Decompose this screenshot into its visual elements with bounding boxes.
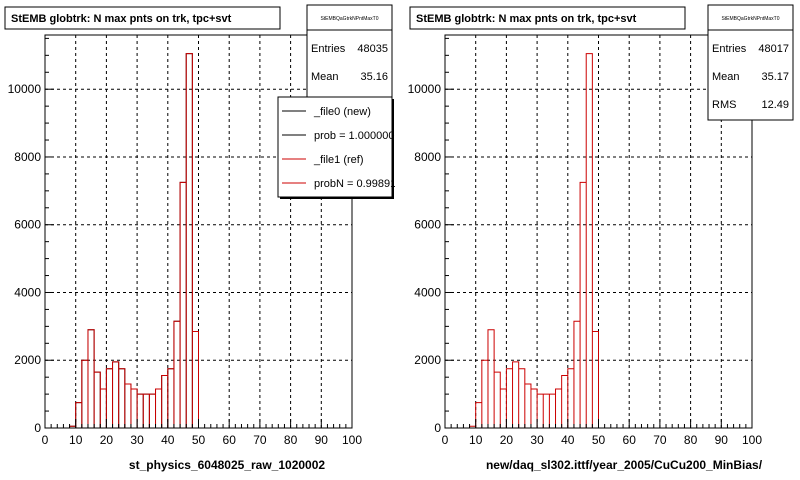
legend-label: prob = 1.000000 (314, 130, 394, 142)
stats-label: RMS (712, 99, 736, 111)
x-tick-label: 80 (284, 433, 298, 447)
stats-value: 48017 (758, 43, 789, 55)
x-tick-label: 10 (469, 433, 483, 447)
y-tick-label: 0 (434, 421, 441, 435)
y-tick-label: 4000 (14, 285, 41, 299)
stats-label: Mean (311, 71, 339, 83)
y-tick-label: 8000 (414, 150, 441, 164)
y-tick-label: 8000 (14, 150, 41, 164)
legend-label: _file0 (new) (313, 106, 371, 118)
x-tick-label: 50 (592, 433, 606, 447)
x-tick-label: 90 (315, 433, 329, 447)
legend-label: _file1 (ref) (313, 154, 364, 166)
x-axis: 0 10 20 30 40 50 60 70 80 90 100 (442, 419, 762, 447)
x-tick-label: 40 (161, 433, 175, 447)
legend: _file0 (new) prob = 1.000000 _file1 (ref) p… (277, 96, 403, 201)
x-tick-label: 30 (530, 433, 544, 447)
x-tick-label: 100 (742, 433, 762, 447)
stats-box: StEMBQaGtrkNPntMaxT0 Entries 48035 Mean 35.1… (306, 4, 393, 101)
y-axis: 0 2000 4000 6000 8000 10000 (408, 37, 454, 435)
stats-box-frame (707, 4, 794, 121)
x-tick-label: 90 (715, 433, 729, 447)
stats-value: 12.49 (761, 99, 789, 111)
histogram-panel-2: 0 10 20 30 40 50 60 70 80 90 100 0 2000 4000 6000 8000 1… (408, 4, 794, 472)
stats-box-name: StEMBQaGtrkNPntMaxT0 (721, 16, 779, 22)
stats-value: 35.17 (761, 71, 789, 83)
y-tick-label: 6000 (414, 218, 441, 232)
chart-title: StEMB globtrk: N max pnts on trk, tpc+sv… (11, 13, 232, 25)
x-axis-title: new/daq_sl302.ittf/year_2005/CuCu200_Min… (486, 458, 763, 472)
x-tick-label: 20 (500, 433, 514, 447)
x-tick-label: 0 (42, 433, 49, 447)
y-tick-label: 2000 (14, 353, 41, 367)
x-tick-label: 70 (253, 433, 267, 447)
title-box (409, 6, 686, 30)
y-axis: 0 2000 4000 6000 8000 10000 (8, 37, 54, 435)
x-tick-label: 20 (100, 433, 114, 447)
x-tick-label: 40 (561, 433, 575, 447)
x-tick-label: 60 (623, 433, 637, 447)
x-tick-label: 30 (130, 433, 144, 447)
x-tick-label: 100 (342, 433, 362, 447)
histogram-series-1 (445, 53, 752, 429)
y-tick-label: 6000 (14, 218, 41, 232)
x-tick-label: 60 (223, 433, 237, 447)
x-tick-label: 70 (653, 433, 667, 447)
x-tick-label: 50 (192, 433, 206, 447)
stats-value: 48035 (357, 43, 388, 55)
histogram-series-2 (45, 53, 352, 429)
legend-clip (395, 97, 403, 201)
stats-label: Entries (712, 43, 747, 55)
stats-box: StEMBQaGtrkNPntMaxT0 Entries 48017 Mean 35.1… (707, 4, 794, 121)
y-tick-label: 0 (34, 421, 41, 435)
x-axis-title: st_physics_6048025_raw_1020002 (129, 458, 325, 472)
y-tick-label: 10000 (8, 82, 42, 96)
stats-label: Mean (712, 71, 740, 83)
title-box (4, 6, 281, 30)
x-tick-label: 80 (684, 433, 698, 447)
chart-title: StEMB globtrk: N max pnts on trk, tpc+sv… (416, 13, 637, 25)
y-tick-label: 10000 (408, 82, 442, 96)
legend-label: probN = 0.998914 (314, 178, 402, 190)
x-tick-label: 10 (69, 433, 83, 447)
stats-value: 35.16 (360, 71, 388, 83)
stats-box-name: StEMBQaGtrkNPntMaxT0 (320, 16, 378, 22)
x-axis: 0 10 20 30 40 50 60 70 80 90 100 (42, 419, 362, 447)
histogram-panel-1: 0 10 20 30 40 50 60 70 80 90 100 0 2000 4000 6000 8000 1… (4, 4, 403, 472)
x-tick-label: 0 (442, 433, 449, 447)
stats-box-frame (306, 4, 393, 101)
stats-label: Entries (311, 43, 346, 55)
legend-frame (277, 96, 393, 198)
y-tick-label: 4000 (414, 285, 441, 299)
y-tick-label: 2000 (414, 353, 441, 367)
